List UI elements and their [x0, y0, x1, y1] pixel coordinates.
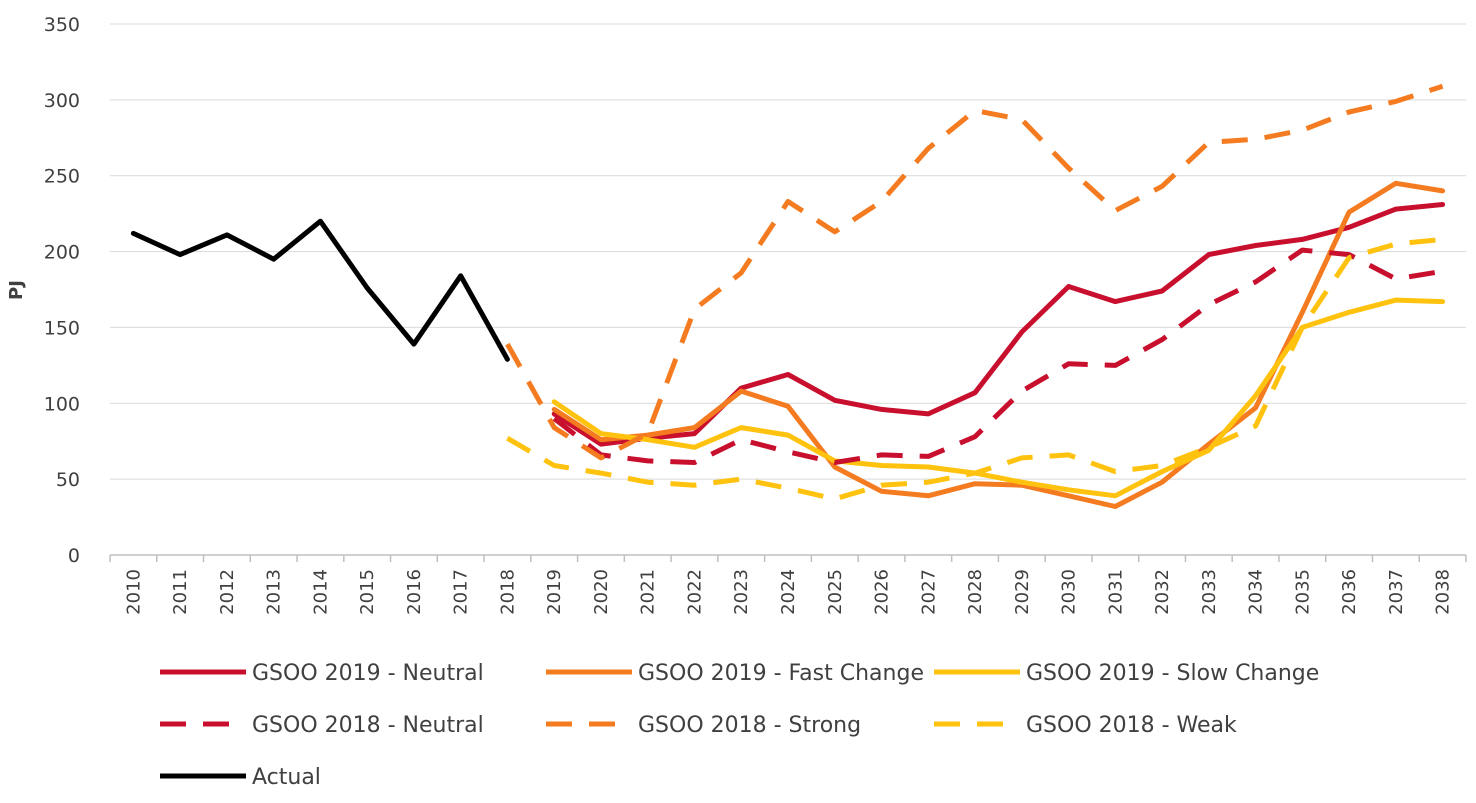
x-tick-label: 2036 [1339, 569, 1360, 615]
x-tick-label: 2016 [404, 569, 425, 615]
x-axis [109, 554, 1467, 562]
y-tick-label: 50 [56, 469, 80, 491]
x-tick-label: 2025 [825, 569, 846, 615]
y-tick-label: 100 [44, 393, 80, 415]
x-tick-label: 2035 [1292, 569, 1313, 615]
x-tick-label: 2010 [123, 569, 144, 615]
x-tick-label: 2018 [497, 569, 518, 615]
series-lines [130, 83, 1446, 509]
x-tick-label: 2020 [591, 569, 612, 615]
x-tick-label: 2037 [1386, 569, 1407, 615]
x-tick-label: 2034 [1246, 569, 1267, 615]
series-line-gsoo-2018-weak [506, 236, 1443, 502]
y-tick-label: 250 [44, 166, 80, 188]
series-line-gsoo-2019-fast-change [551, 180, 1446, 509]
x-tick-label: 2029 [1012, 569, 1033, 615]
series-line-actual [130, 218, 510, 362]
y-tick-label: 200 [44, 242, 80, 264]
legend-label: GSOO 2019 - Neutral [252, 661, 484, 686]
series-line-gsoo-2018-neutral [552, 247, 1444, 465]
y-axis-label: PJ [6, 280, 27, 300]
x-tick-label: 2024 [778, 569, 799, 615]
legend: GSOO 2019 - Neutral GSOO 2019 - Fast Chan… [160, 661, 1319, 790]
x-tick-label: 2022 [684, 569, 705, 615]
x-tick-label: 2027 [918, 569, 939, 615]
x-tick-label: 2013 [264, 569, 285, 615]
x-tick-label: 2014 [310, 569, 331, 615]
x-tick-label: 2038 [1433, 569, 1454, 615]
series-line-gsoo-2018-strong [505, 83, 1444, 461]
y-tick-label: 0 [68, 545, 80, 567]
x-tick-label: 2019 [544, 569, 565, 615]
series-line-gsoo-2019-neutral [551, 202, 1446, 447]
x-tick-label: 2031 [1105, 569, 1126, 615]
x-tick-label: 2028 [965, 569, 986, 615]
x-tick-label: 2023 [731, 569, 752, 615]
legend-label: GSOO 2018 - Neutral [252, 713, 484, 738]
x-tick-label: 2012 [217, 569, 238, 615]
legend-label: GSOO 2018 - Strong [638, 713, 861, 738]
x-tick-label: 2017 [451, 569, 472, 615]
y-tick-label: 350 [44, 14, 80, 36]
x-tick-label: 2021 [638, 569, 659, 615]
legend-label: GSOO 2019 - Slow Change [1026, 661, 1319, 686]
x-tick-label: 2032 [1152, 569, 1173, 615]
legend-label: Actual [252, 765, 321, 790]
legend-label: GSOO 2018 - Weak [1026, 713, 1237, 738]
x-tick-label: 2033 [1199, 569, 1220, 615]
x-axis-ticks: 2010 2011 2012 2013 2014 2015 2016 2017 2018 2019… [123, 569, 1453, 615]
y-axis-ticks: 0 50 100 150 200 250 300 350 [44, 14, 80, 567]
x-tick-label: 2026 [872, 569, 893, 615]
x-tick-label: 2030 [1059, 569, 1080, 615]
legend-label: GSOO 2019 - Fast Change [638, 661, 924, 686]
y-tick-label: 300 [44, 90, 80, 112]
x-tick-label: 2011 [170, 569, 191, 615]
gridlines [110, 23, 1466, 480]
x-tick-label: 2015 [357, 569, 378, 615]
y-tick-label: 150 [44, 317, 80, 339]
